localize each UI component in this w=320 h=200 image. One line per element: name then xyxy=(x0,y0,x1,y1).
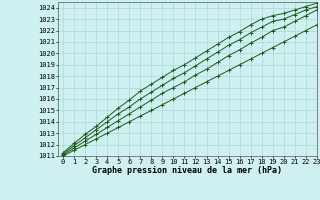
X-axis label: Graphe pression niveau de la mer (hPa): Graphe pression niveau de la mer (hPa) xyxy=(92,166,282,175)
